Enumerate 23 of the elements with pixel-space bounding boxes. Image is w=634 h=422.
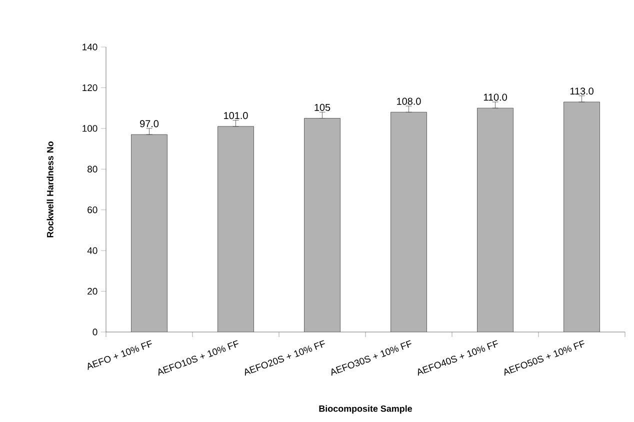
x-tick-label: AEFO + 10% FF	[88, 340, 152, 370]
data-label: 108.0	[397, 98, 421, 105]
y-axis-title: Rockwell Hardness No	[46, 142, 54, 238]
y-tick-label: 100	[82, 125, 98, 132]
y-tick-label: 40	[87, 247, 98, 254]
y-tick-label: 60	[88, 206, 98, 214]
bar	[564, 102, 600, 332]
bar	[218, 126, 254, 332]
y-tick-label: 0	[92, 328, 98, 336]
bar	[390, 112, 427, 332]
bar	[304, 118, 340, 332]
x-axis-title: Biocomposite Sample	[319, 405, 412, 414]
y-tick-label: 20	[88, 288, 98, 295]
data-label: 105	[314, 104, 330, 111]
data-label: 101.0	[224, 112, 248, 120]
y-tick-label: 120	[82, 84, 98, 92]
data-label: 110.0	[484, 94, 507, 101]
bar	[131, 134, 168, 332]
bar	[477, 108, 514, 332]
y-tick-label: 80	[88, 166, 98, 172]
data-label: 113.0	[570, 88, 594, 95]
y-tick-label: 140	[82, 44, 98, 50]
data-label: 97.0	[140, 120, 159, 128]
